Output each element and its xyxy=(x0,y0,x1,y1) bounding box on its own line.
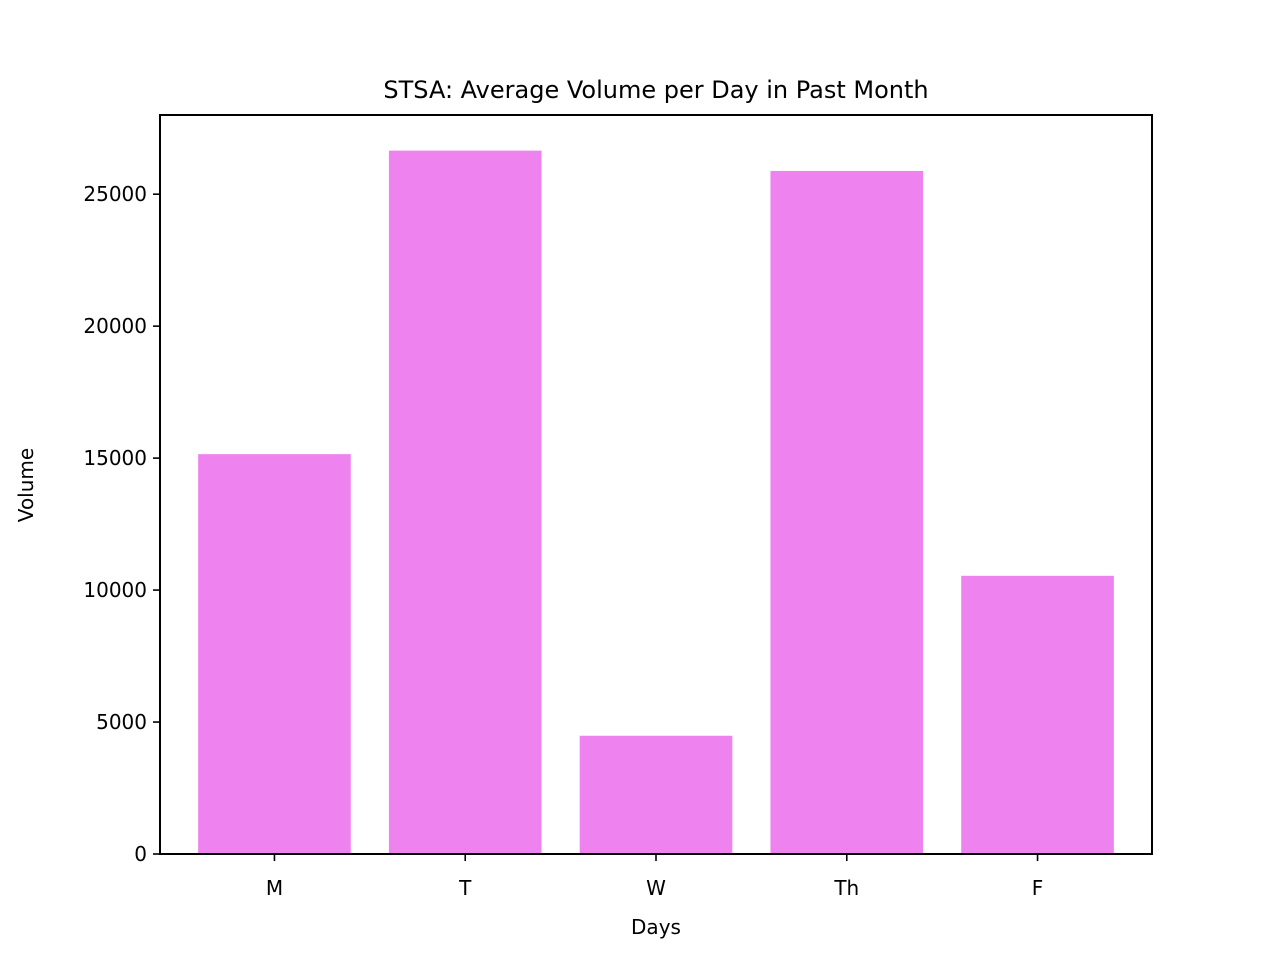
y-tick-label: 25000 xyxy=(83,182,147,206)
plot-frame xyxy=(159,114,1153,855)
y-tick-label: 5000 xyxy=(96,710,147,734)
x-tick-label: M xyxy=(266,876,283,900)
x-tick-label: W xyxy=(646,876,666,900)
x-tick-label: F xyxy=(1032,876,1044,900)
x-axis-ticks: M T W Th F xyxy=(266,854,1043,900)
bars-group xyxy=(198,150,1114,854)
bar-m xyxy=(198,454,351,854)
bar-w xyxy=(579,735,733,854)
chart-title: STSA: Average Volume per Day in Past Mon… xyxy=(383,76,928,104)
y-tick-label: 15000 xyxy=(83,446,147,470)
y-tick-label: 0 xyxy=(134,842,147,866)
y-axis-label: Volume xyxy=(14,448,38,522)
x-tick-label: T xyxy=(458,876,472,900)
bar-th xyxy=(770,170,924,854)
x-tick-label: Th xyxy=(833,876,859,900)
bar-f xyxy=(961,575,1114,854)
x-axis-label: Days xyxy=(631,915,681,939)
bar-t xyxy=(388,150,542,854)
y-tick-label: 20000 xyxy=(83,314,147,338)
y-tick-label: 10000 xyxy=(83,578,147,602)
y-axis-ticks: 0 5000 10000 15000 20000 25000 xyxy=(83,182,160,866)
